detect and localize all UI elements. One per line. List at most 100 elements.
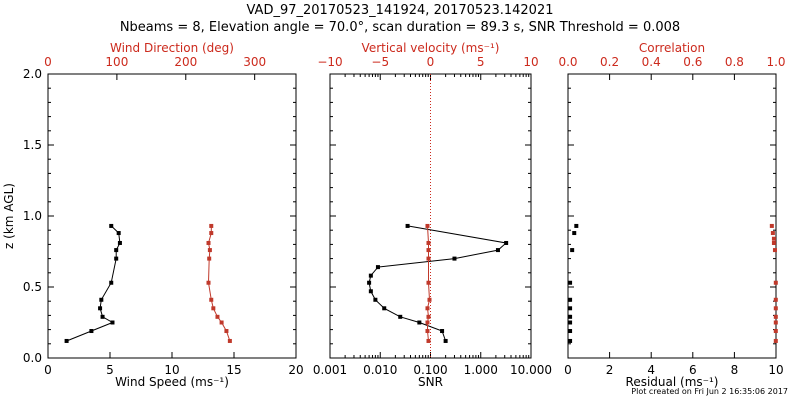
snr-data-point: [443, 338, 448, 343]
wind-data-point: [99, 297, 104, 302]
wind-top-axis-label: Wind Direction (deg): [110, 41, 234, 55]
snr-data-point: [452, 256, 457, 261]
residual-data-point: [771, 236, 776, 241]
wind-data-point: [227, 338, 232, 343]
residual-top-tick-label: 0.4: [642, 55, 661, 69]
wind-data-point: [116, 231, 121, 236]
residual-x-axis-label: Residual (ms⁻¹): [626, 375, 719, 389]
snr-data-point: [426, 240, 431, 245]
snr-x-tick-label: 0.001: [313, 363, 347, 377]
residual-data-point: [773, 280, 778, 285]
wind-y-tick-label: 1.0: [23, 209, 42, 223]
wind-data-point: [206, 240, 211, 245]
snr-x-tick-label: 0.010: [363, 363, 397, 377]
wind-data-point: [224, 329, 229, 334]
wind-data-point: [109, 223, 114, 228]
chart-subtitle: Nbeams = 8, Elevation angle = 70.0°, sca…: [119, 20, 681, 35]
wind-y-tick-label: 1.5: [23, 138, 42, 152]
residual-data-point: [572, 231, 577, 236]
snr-data-point: [427, 297, 432, 302]
wind-data-point: [211, 306, 216, 311]
snr-series-bottom-line: [368, 225, 508, 342]
wind-data-point: [209, 223, 214, 228]
residual-data-point: [773, 329, 778, 334]
wind-data-point: [100, 314, 105, 319]
plot-created-note: Plot created on Fri Jun 2 16:35:06 2017: [631, 387, 788, 396]
wind-top-tick-label: 300: [243, 55, 266, 69]
snr-x-tick-label: 0.100: [413, 363, 447, 377]
residual-data-point: [771, 240, 776, 245]
residual-data-point: [570, 248, 575, 253]
snr-top-tick-label: 5: [477, 55, 485, 69]
residual-data-point: [568, 280, 573, 285]
wind-x-tick-label: 5: [106, 363, 114, 377]
residual-data-point: [773, 297, 778, 302]
snr-data-point: [426, 280, 431, 285]
wind-y-tick-label: 2.0: [23, 67, 42, 81]
snr-data-point: [417, 320, 422, 325]
snr-top-tick-label: 10: [523, 55, 538, 69]
snr-data-point: [426, 248, 431, 253]
snr-data-point: [382, 306, 387, 311]
wind-data-point: [206, 280, 211, 285]
residual-data-point: [773, 320, 778, 325]
wind-data-point: [207, 248, 212, 253]
residual-top-tick-label: 0.6: [683, 55, 702, 69]
wind-top-tick-label: 100: [105, 55, 128, 69]
snr-data-point: [425, 306, 430, 311]
snr-data-point: [426, 256, 431, 261]
residual-top-tick-label: 0.0: [558, 55, 577, 69]
wind-data-point: [114, 248, 119, 253]
residual-data-point: [568, 297, 573, 302]
wind-x-axis-label: Wind Speed (ms⁻¹): [115, 375, 229, 389]
residual-data-point: [770, 231, 775, 236]
wind-data-point: [219, 320, 224, 325]
wind-panel-frame: [47, 73, 297, 359]
snr-data-point: [373, 297, 378, 302]
residual-data-point: [772, 248, 777, 253]
wind-x-tick-label: 15: [226, 363, 241, 377]
wind-data-point: [209, 231, 214, 236]
residual-data-point: [568, 314, 573, 319]
wind-data-point: [114, 256, 119, 261]
wind-data-point: [64, 338, 69, 343]
residual-x-tick-label: 10: [768, 363, 783, 377]
snr-data-point: [405, 223, 410, 228]
snr-top-tick-label: −10: [317, 55, 342, 69]
wind-data-point: [89, 329, 94, 334]
snr-data-point: [495, 248, 500, 253]
residual-top-tick-label: 0.8: [725, 55, 744, 69]
residual-data-point: [769, 223, 774, 228]
residual-panel-frame: [567, 73, 777, 359]
residual-data-point: [773, 306, 778, 311]
residual-x-tick-label: 2: [606, 363, 614, 377]
residual-data-point: [568, 338, 573, 343]
residual-x-tick-label: 6: [689, 363, 697, 377]
residual-x-tick-label: 4: [647, 363, 655, 377]
snr-data-point: [367, 280, 372, 285]
snr-data-point: [426, 338, 431, 343]
snr-top-axis-label: Vertical velocity (ms⁻¹): [362, 41, 500, 55]
wind-x-tick-label: 0: [44, 363, 52, 377]
snr-data-point: [504, 240, 509, 245]
wind-data-point: [209, 297, 214, 302]
residual-x-tick-label: 8: [731, 363, 739, 377]
snr-data-point: [440, 329, 445, 334]
wind-top-tick-label: 200: [174, 55, 197, 69]
y-axis-label: z (km AGL): [2, 183, 16, 249]
snr-data-point: [368, 273, 373, 278]
wind-data-point: [215, 314, 220, 319]
wind-data-point: [98, 306, 103, 311]
wind-data-point: [110, 320, 115, 325]
residual-top-tick-label: 1.0: [766, 55, 785, 69]
snr-top-tick-label: 0: [427, 55, 435, 69]
residual-top-tick-label: 0.2: [600, 55, 619, 69]
wind-x-tick-label: 10: [164, 363, 179, 377]
residual-data-point: [773, 338, 778, 343]
snr-data-point: [425, 320, 430, 325]
wind-x-tick-label: 20: [288, 363, 303, 377]
snr-data-point: [398, 314, 403, 319]
residual-top-axis-label: Correlation: [639, 41, 705, 55]
wind-series-top-line: [207, 225, 231, 342]
